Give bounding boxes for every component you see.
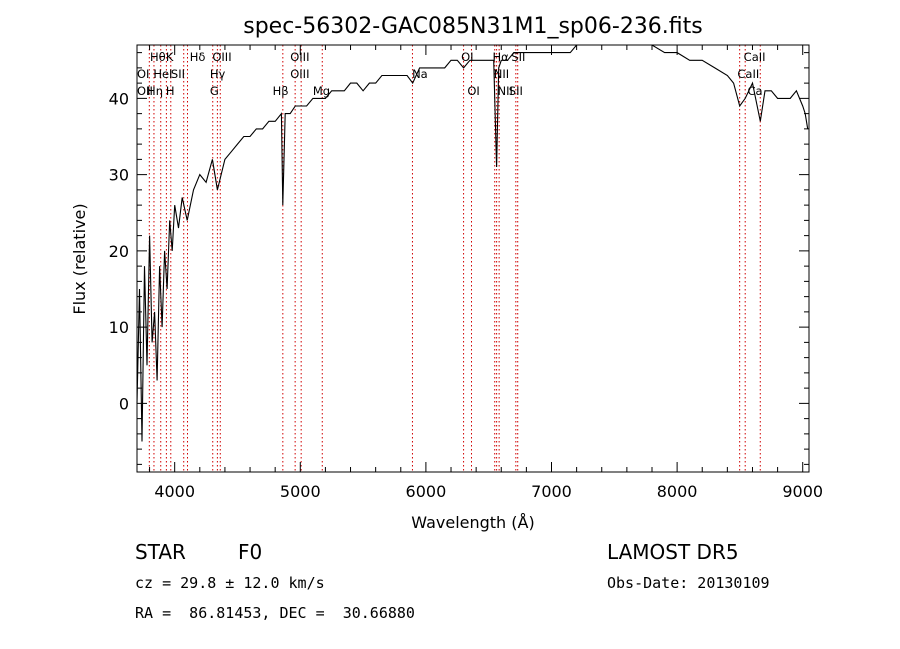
line-label: OIII — [212, 50, 231, 64]
line-label: K — [166, 50, 174, 64]
line-label: NII — [494, 67, 509, 81]
plot-frame — [136, 44, 810, 473]
line-label: OI — [137, 67, 149, 81]
x-tick-label: 9000 — [782, 482, 823, 501]
spectrum-chart: spec-56302-GAC085N31M1_sp06-236.fits Hθ K… — [70, 14, 823, 532]
axis-ticks — [137, 45, 809, 472]
spectrum-series — [136, 44, 809, 442]
line-label: Na — [412, 67, 428, 81]
y-axis-label: Flux (relative) — [70, 203, 89, 314]
y-tick-label: 10 — [109, 318, 129, 337]
y-tick-label: 20 — [109, 242, 129, 261]
line-label: OII — [137, 84, 153, 98]
line-label: OI — [467, 84, 479, 98]
object-type: STAR — [135, 540, 186, 564]
spectral-subclass: F0 — [238, 540, 263, 564]
line-label: SII — [171, 67, 185, 81]
line-label: SII — [511, 50, 525, 64]
y-tick-label: 0 — [119, 394, 129, 413]
line-label: Hθ — [150, 50, 166, 64]
x-tick-label: 5000 — [280, 482, 321, 501]
line-label: CaII — [744, 50, 766, 64]
line-label: OIII — [290, 67, 309, 81]
x-tick-label: 4000 — [154, 482, 195, 501]
y-tick-label: 40 — [109, 89, 129, 108]
line-label: SII — [509, 84, 523, 98]
chart-title: spec-56302-GAC085N31M1_sp06-236.fits — [243, 14, 703, 39]
line-label: OI — [461, 50, 473, 64]
emission-line-markers — [148, 45, 761, 472]
x-tick-label: 8000 — [657, 482, 698, 501]
x-axis-label: Wavelength (Å) — [411, 513, 534, 532]
line-label: NII — [497, 84, 512, 98]
line-label: Hγ — [210, 67, 226, 81]
survey-name: LAMOST DR5 — [607, 540, 739, 564]
line-label: Ca — [747, 84, 762, 98]
line-label: HeI — [153, 67, 172, 81]
coordinates: RA = 86.81453, DEC = 30.66880 — [135, 604, 415, 622]
line-label: G — [210, 84, 219, 98]
axis-tick-labels: 4000 5000 6000 7000 8000 9000 0 10 20 30 40 — [109, 89, 823, 501]
line-label: CaII — [737, 67, 759, 81]
line-label: OIII — [290, 50, 309, 64]
x-tick-label: 7000 — [531, 482, 572, 501]
line-label: Hβ — [273, 84, 289, 98]
x-tick-label: 6000 — [406, 482, 447, 501]
line-label: Hδ — [190, 50, 206, 64]
redshift-value: cz = 29.8 ± 12.0 km/s — [135, 574, 325, 592]
line-label: Mg — [313, 84, 330, 98]
line-label: Hη — [147, 84, 163, 98]
y-tick-label: 30 — [109, 166, 129, 185]
line-label: H — [166, 84, 175, 98]
observation-date: Obs-Date: 20130109 — [607, 574, 770, 592]
